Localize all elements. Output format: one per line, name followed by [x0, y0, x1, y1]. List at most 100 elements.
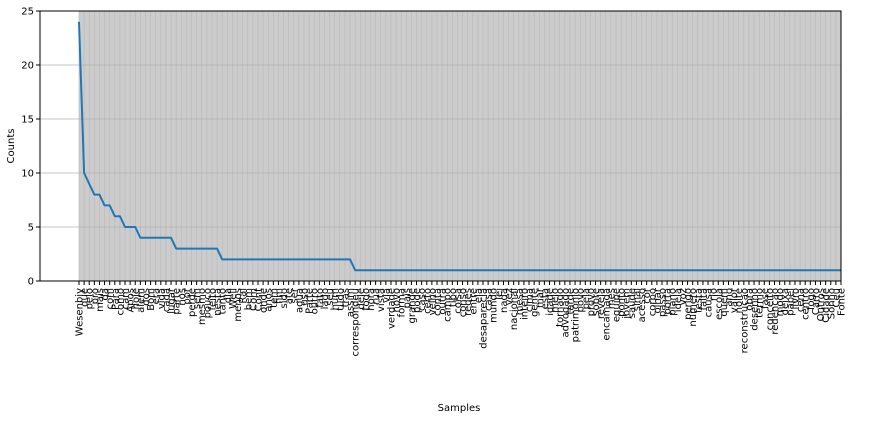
x-tick-label: Para: [110, 288, 121, 310]
axes-spines: [39, 10, 842, 282]
x-tick-label: termo: [755, 288, 766, 318]
x-tick-label: tem: [269, 288, 280, 308]
x-tick-label: todo: [361, 288, 372, 311]
x-tick-label: meio: [550, 288, 561, 313]
x-tick-label: encamada: [601, 288, 612, 340]
x-tick-label: hora: [366, 288, 377, 311]
x-tick-label: livro: [790, 288, 801, 309]
x-tick-label: Cidade: [821, 288, 832, 323]
x-tick-label: jovem: [622, 288, 633, 320]
x-tick-label: cada: [161, 288, 172, 312]
series-line: [78, 21, 841, 272]
x-tick-label: lugar: [167, 287, 178, 314]
x-tick-label: patrimonio: [571, 288, 582, 342]
x-tick-label: nesta: [213, 288, 224, 316]
x-tick-label: casa: [484, 288, 495, 311]
x-tick-label: pais: [402, 288, 413, 308]
x-tick-label: rua: [371, 288, 382, 305]
x-tick-label: mar: [535, 287, 546, 308]
x-tick-label: pelo: [85, 288, 96, 309]
x-tick-label: causa: [704, 288, 715, 317]
x-tick-label: sido: [279, 288, 290, 308]
x-tick-label: pela: [581, 288, 592, 309]
plot-area: [79, 11, 841, 281]
x-tick-label: saude: [627, 288, 638, 318]
x-tick-label: mais: [95, 288, 106, 312]
samples-band: [79, 11, 841, 281]
x-tick-label: cor: [642, 287, 653, 304]
x-tick-label: falta: [698, 288, 709, 310]
x-tick-label: rio: [709, 288, 720, 301]
x-tick-label: Carro: [811, 288, 822, 315]
x-tick-label: tarde: [565, 288, 576, 314]
x-tick-label: pode: [412, 288, 423, 313]
x-tick-label: outra: [438, 288, 449, 315]
x-tick-label: porta: [663, 288, 674, 315]
x-tick-label: velho: [427, 288, 438, 315]
x-tick-label: hoje: [131, 288, 142, 309]
x-axis-ticks: WesenbiyquepelopromaisdacomParacomocamAp…: [75, 281, 848, 356]
x-tick-label: caso: [417, 288, 428, 311]
x-tick-label: nada: [499, 288, 510, 313]
x-tick-label: Com: [248, 288, 259, 311]
x-tick-label: tudo: [335, 288, 346, 311]
x-tick-label: mundo: [489, 288, 500, 323]
x-tick-label: vida: [156, 288, 167, 309]
x-tick-label: por: [182, 287, 193, 304]
x-tick-label: dos: [141, 288, 152, 306]
x-tick-label: coisa: [453, 288, 464, 314]
x-tick-label: vez: [504, 288, 515, 305]
y-tick-label: 5: [28, 223, 34, 234]
x-tick-label: entre: [468, 288, 479, 314]
x-tick-label: valor: [729, 287, 740, 313]
x-tick-label: pro: [90, 288, 101, 304]
x-tick-label: correspondeu: [351, 288, 362, 356]
x-tick-label: advogado: [560, 288, 571, 337]
x-tick-label: redencao: [770, 288, 781, 335]
x-tick-label: fase: [760, 288, 771, 309]
x-tick-label: ideia: [673, 288, 684, 312]
x-tick-label: dele: [356, 288, 367, 309]
x-tick-label: inteiro: [519, 288, 530, 320]
x-tick-label: verdade: [386, 288, 397, 329]
x-tick-label: modo: [775, 288, 786, 316]
x-tick-label: papel: [785, 288, 796, 316]
x-tick-label: tanto: [218, 288, 229, 314]
x-tick-label: mesa: [514, 288, 525, 315]
x-tick-label: gente: [530, 288, 541, 317]
x-tick-label: perde: [187, 288, 198, 317]
x-tick-label: com: [105, 288, 116, 309]
vertical-gridlines: [78, 11, 842, 281]
x-tick-label: via: [381, 288, 392, 303]
y-tick-label: 25: [21, 7, 34, 18]
x-tick-label: escola: [714, 288, 725, 320]
x-tick-label: lado: [320, 288, 331, 309]
x-tick-label: hum: [330, 288, 341, 310]
x-tick-label: Sonho: [826, 288, 837, 319]
x-tick-label: passo: [658, 288, 669, 317]
x-tick-label: uso: [300, 288, 311, 306]
axes-frame: [39, 10, 842, 282]
x-tick-label: nacional: [509, 288, 520, 330]
x-tick-label: desenho: [750, 288, 761, 331]
x-tick-label: seu: [325, 288, 336, 306]
x-tick-label: desaparecia: [479, 288, 490, 349]
x-tick-label: sobre: [591, 288, 602, 316]
x-tick-label: sem: [192, 288, 203, 309]
x-tick-label: deixa: [780, 288, 791, 315]
x-tick-label: bem: [243, 288, 254, 310]
x-tick-label: equipe: [611, 288, 622, 322]
x-tick-label: como: [115, 288, 126, 315]
x-tick-label: mes: [606, 288, 617, 309]
x-tick-label: ser: [289, 287, 300, 303]
x-tick-label: da: [100, 288, 111, 300]
x-tick-label: outro: [310, 288, 321, 314]
x-tick-label: onde: [259, 288, 270, 313]
x-tick-label: noite: [734, 288, 745, 313]
x-tick-label: anos: [264, 288, 275, 312]
x-tick-label: agua: [294, 288, 305, 313]
x-tick-label: obra: [744, 288, 755, 311]
y-tick-label: 0: [28, 277, 34, 288]
x-tick-label: cam: [121, 288, 132, 309]
